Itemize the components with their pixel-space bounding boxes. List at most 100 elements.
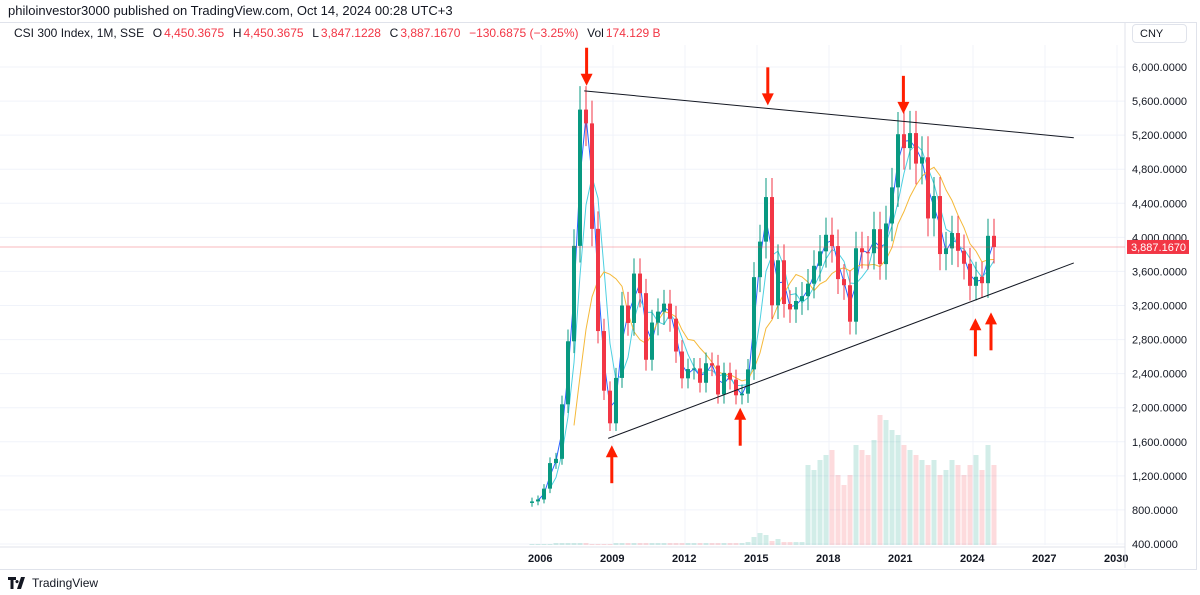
candle-body (626, 305, 630, 323)
volume-bar (829, 450, 835, 545)
high-label: H (232, 26, 242, 40)
candle (758, 224, 762, 293)
candle (902, 112, 906, 170)
volume-bar (811, 470, 817, 545)
candle (632, 258, 636, 336)
y-tick-label: 4,400.0000 (1132, 198, 1187, 210)
arrow-up-icon (969, 318, 982, 357)
candle-body (548, 463, 552, 489)
volume-bar (655, 543, 661, 545)
arrow-head (580, 73, 593, 86)
candle-body (968, 263, 972, 286)
candle-body (728, 372, 732, 380)
candle (620, 291, 624, 388)
ma-fast-line (537, 116, 995, 501)
candle (914, 110, 918, 185)
currency-button[interactable]: CNY (1132, 24, 1187, 43)
candle (638, 258, 642, 308)
tradingview-logo-icon (8, 577, 25, 589)
volume-bar (793, 542, 799, 545)
candle (944, 231, 948, 271)
candle (752, 262, 756, 380)
volume-bar (865, 455, 871, 545)
candle (992, 218, 996, 264)
candle (554, 452, 558, 469)
candle-body (602, 331, 606, 391)
volume-bar (955, 465, 961, 545)
candle-body (980, 276, 984, 284)
volume-bar (805, 465, 811, 545)
volume-bar (613, 543, 619, 545)
candle (686, 358, 690, 389)
candle-body (698, 368, 702, 383)
candle (530, 497, 534, 507)
x-tick-label: 2018 (816, 553, 840, 565)
candle (980, 261, 984, 298)
candle-body (710, 363, 714, 366)
candle (890, 167, 894, 242)
volume-bar (859, 450, 865, 545)
candle-body (746, 369, 750, 394)
candle-body (638, 273, 642, 294)
candle (584, 86, 588, 147)
candle-body (938, 196, 942, 255)
candle-body (530, 501, 534, 503)
candle-body (590, 123, 594, 229)
candle (800, 282, 804, 315)
x-tick-label: 2021 (888, 553, 912, 565)
candle (818, 234, 822, 282)
volume-bar (703, 543, 709, 545)
volume-bar (565, 543, 571, 545)
volume-bar (967, 465, 973, 545)
y-tick-label: 6,000.0000 (1132, 62, 1187, 74)
y-tick-label: 1,600.0000 (1132, 437, 1187, 449)
candle-body (920, 157, 924, 164)
candle (692, 357, 696, 380)
candle (788, 290, 792, 323)
candle (710, 352, 714, 377)
candle-body (662, 303, 666, 312)
arrow-down-icon (580, 47, 593, 86)
candle-body (776, 260, 780, 306)
candle-body (974, 276, 978, 286)
volume-bar (949, 460, 955, 545)
volume-bar (577, 543, 583, 545)
candle-body (584, 109, 588, 124)
candle-body (896, 134, 900, 188)
y-tick-label: 800.0000 (1132, 505, 1178, 517)
publish-info: philoinvestor3000 published on TradingVi… (8, 3, 453, 18)
candle-body (902, 134, 906, 149)
candle-body (644, 293, 648, 360)
volume-bar (871, 440, 877, 545)
volume-bar (877, 415, 883, 545)
candle-body (800, 296, 804, 301)
volume-bar (583, 543, 589, 545)
volume-bar (685, 543, 691, 545)
candle-body (860, 248, 864, 253)
candle (776, 244, 780, 319)
candle (656, 298, 660, 336)
candle (938, 176, 942, 271)
volume-bar (943, 470, 949, 545)
candle (728, 362, 732, 390)
candle (716, 354, 720, 404)
candle-body (716, 365, 720, 395)
volume-bar (571, 543, 577, 545)
volume-bar (937, 475, 943, 545)
volume-bar (679, 543, 685, 545)
open-label: O (152, 26, 163, 40)
arrow-head (761, 93, 774, 106)
candle-body (692, 368, 696, 370)
candle (974, 261, 978, 301)
candle-body (866, 252, 870, 254)
footer: TradingView (8, 576, 98, 590)
candle-body (686, 369, 690, 379)
volume-bar (667, 543, 673, 545)
volume-bar (961, 475, 967, 545)
volume-bar (751, 537, 757, 545)
candle-body (782, 260, 786, 304)
candle-body (770, 197, 774, 306)
candle (566, 329, 570, 414)
candle-body (578, 109, 582, 246)
